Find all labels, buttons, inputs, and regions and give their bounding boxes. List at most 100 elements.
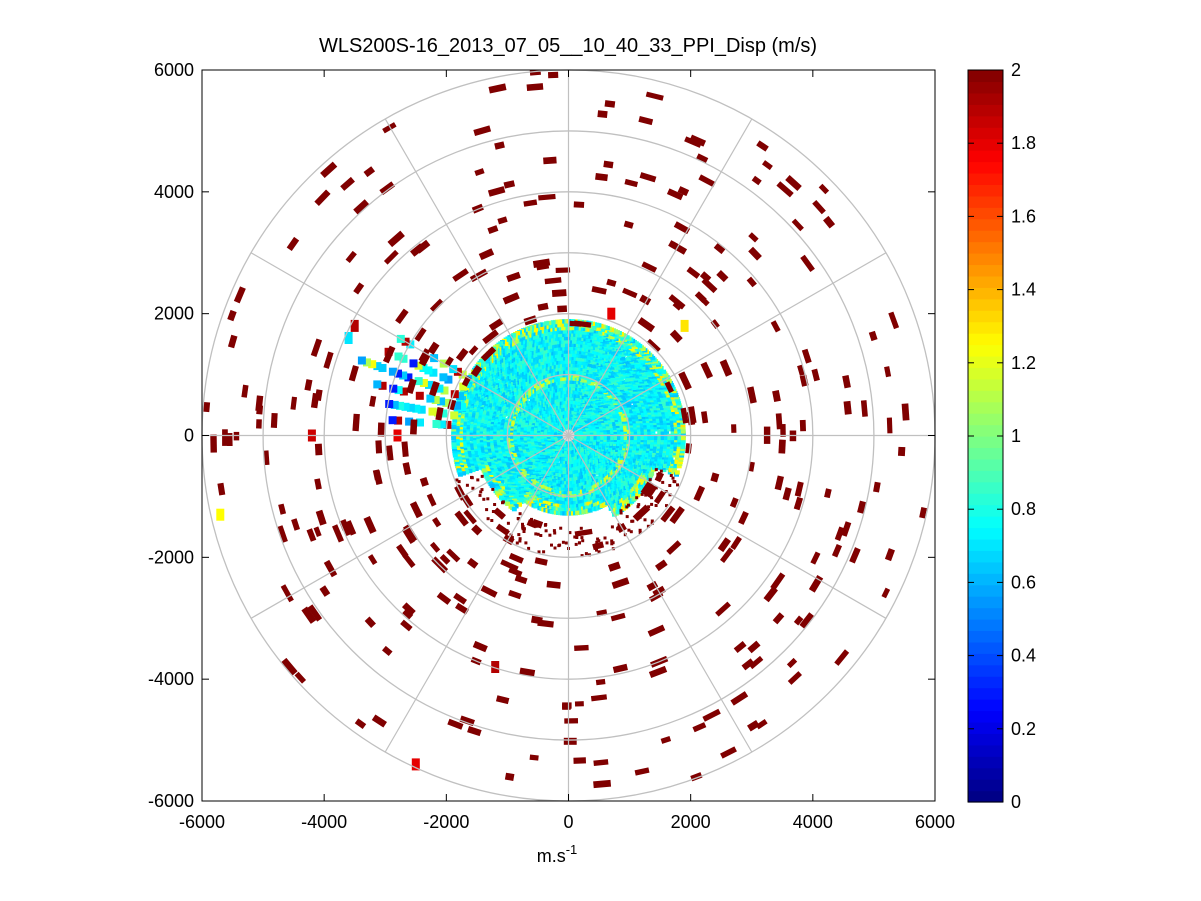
data-cell bbox=[455, 417, 461, 422]
data-cell bbox=[474, 436, 480, 442]
data-cell bbox=[633, 435, 639, 441]
data-cell bbox=[432, 420, 441, 428]
data-cell bbox=[437, 397, 446, 406]
data-cell bbox=[672, 412, 677, 417]
data-cell bbox=[476, 465, 482, 470]
data-cell bbox=[389, 384, 398, 393]
data-cell bbox=[314, 189, 331, 206]
data-cell bbox=[575, 451, 581, 457]
data-cell bbox=[458, 440, 463, 445]
data-cell bbox=[463, 509, 477, 525]
data-cell bbox=[677, 407, 683, 412]
data-cell bbox=[674, 470, 680, 475]
data-cell bbox=[468, 443, 474, 448]
data-cell bbox=[677, 459, 683, 465]
data-cell bbox=[642, 469, 648, 474]
data-cell bbox=[455, 443, 460, 448]
data-cell bbox=[674, 431, 680, 436]
data-cell bbox=[400, 619, 413, 632]
data-cell bbox=[613, 435, 619, 440]
data-cell bbox=[634, 483, 639, 489]
data-cell bbox=[462, 452, 468, 457]
data-cell bbox=[556, 466, 562, 471]
data-cell bbox=[626, 403, 632, 408]
data-cell bbox=[377, 422, 385, 437]
data-cell bbox=[529, 361, 535, 366]
data-cell bbox=[676, 420, 682, 425]
data-cell bbox=[639, 423, 645, 428]
data-cell bbox=[616, 505, 622, 510]
data-cell bbox=[555, 356, 561, 361]
data-cell bbox=[657, 383, 663, 388]
data-cell bbox=[574, 644, 589, 651]
data-cell bbox=[536, 482, 541, 488]
data-cell bbox=[645, 365, 651, 370]
data-cell bbox=[571, 352, 577, 358]
data-cell bbox=[457, 410, 462, 416]
data-cell bbox=[504, 475, 510, 480]
data-cell bbox=[630, 435, 636, 441]
data-cell bbox=[521, 470, 527, 476]
data-cell bbox=[669, 448, 675, 454]
data-cell bbox=[548, 434, 554, 439]
data-cell bbox=[636, 370, 642, 375]
data-cell bbox=[674, 457, 680, 462]
data-cell bbox=[653, 425, 659, 430]
data-cell bbox=[461, 432, 467, 437]
data-cell bbox=[713, 242, 726, 255]
data-cell bbox=[495, 436, 500, 442]
data-cell bbox=[640, 431, 646, 436]
data-cell bbox=[673, 221, 691, 235]
data-cell bbox=[586, 501, 592, 506]
data-cell bbox=[580, 418, 585, 423]
data-cell bbox=[588, 418, 594, 423]
data-cell bbox=[663, 427, 669, 432]
data-cell bbox=[467, 468, 473, 474]
data-cell bbox=[674, 435, 680, 441]
data-cell bbox=[592, 426, 598, 431]
data-cell bbox=[382, 345, 396, 364]
data-cell bbox=[357, 356, 366, 365]
data-cell bbox=[620, 435, 626, 440]
data-cell bbox=[574, 470, 580, 475]
data-cell bbox=[473, 125, 492, 136]
data-cell bbox=[570, 359, 576, 364]
data-cell bbox=[541, 452, 547, 457]
data-cell bbox=[406, 403, 415, 412]
data-cell bbox=[650, 435, 656, 441]
data-cell bbox=[583, 435, 589, 440]
data-cell bbox=[595, 392, 601, 397]
data-cell bbox=[667, 440, 673, 445]
data-cell bbox=[396, 401, 405, 410]
data-cell bbox=[424, 366, 433, 375]
data-cell bbox=[670, 429, 676, 434]
data-cell bbox=[394, 352, 403, 361]
data-cell bbox=[518, 408, 523, 413]
data-cell bbox=[672, 468, 677, 473]
data-cell bbox=[586, 355, 592, 360]
data-cell bbox=[481, 439, 487, 444]
data-cell bbox=[597, 110, 608, 118]
data-cell bbox=[673, 444, 679, 449]
data-cell bbox=[451, 424, 457, 430]
data-cell bbox=[464, 435, 470, 441]
data-cell bbox=[482, 424, 487, 429]
data-cell bbox=[692, 722, 707, 733]
data-cell bbox=[464, 427, 470, 432]
data-cell bbox=[587, 362, 592, 367]
data-cell bbox=[469, 419, 474, 424]
data-cell bbox=[657, 435, 663, 441]
data-cell bbox=[660, 435, 666, 441]
data-cell bbox=[652, 448, 658, 453]
data-cell bbox=[481, 428, 487, 433]
data-cell bbox=[643, 423, 649, 428]
data-cell bbox=[462, 421, 467, 426]
data-cell bbox=[646, 446, 652, 451]
data-cell bbox=[585, 505, 590, 510]
data-cell bbox=[461, 430, 467, 435]
data-cell bbox=[519, 445, 525, 450]
data-cell bbox=[314, 478, 322, 490]
data-cell bbox=[450, 390, 459, 399]
data-cell bbox=[512, 474, 518, 480]
data-cell bbox=[379, 181, 396, 196]
